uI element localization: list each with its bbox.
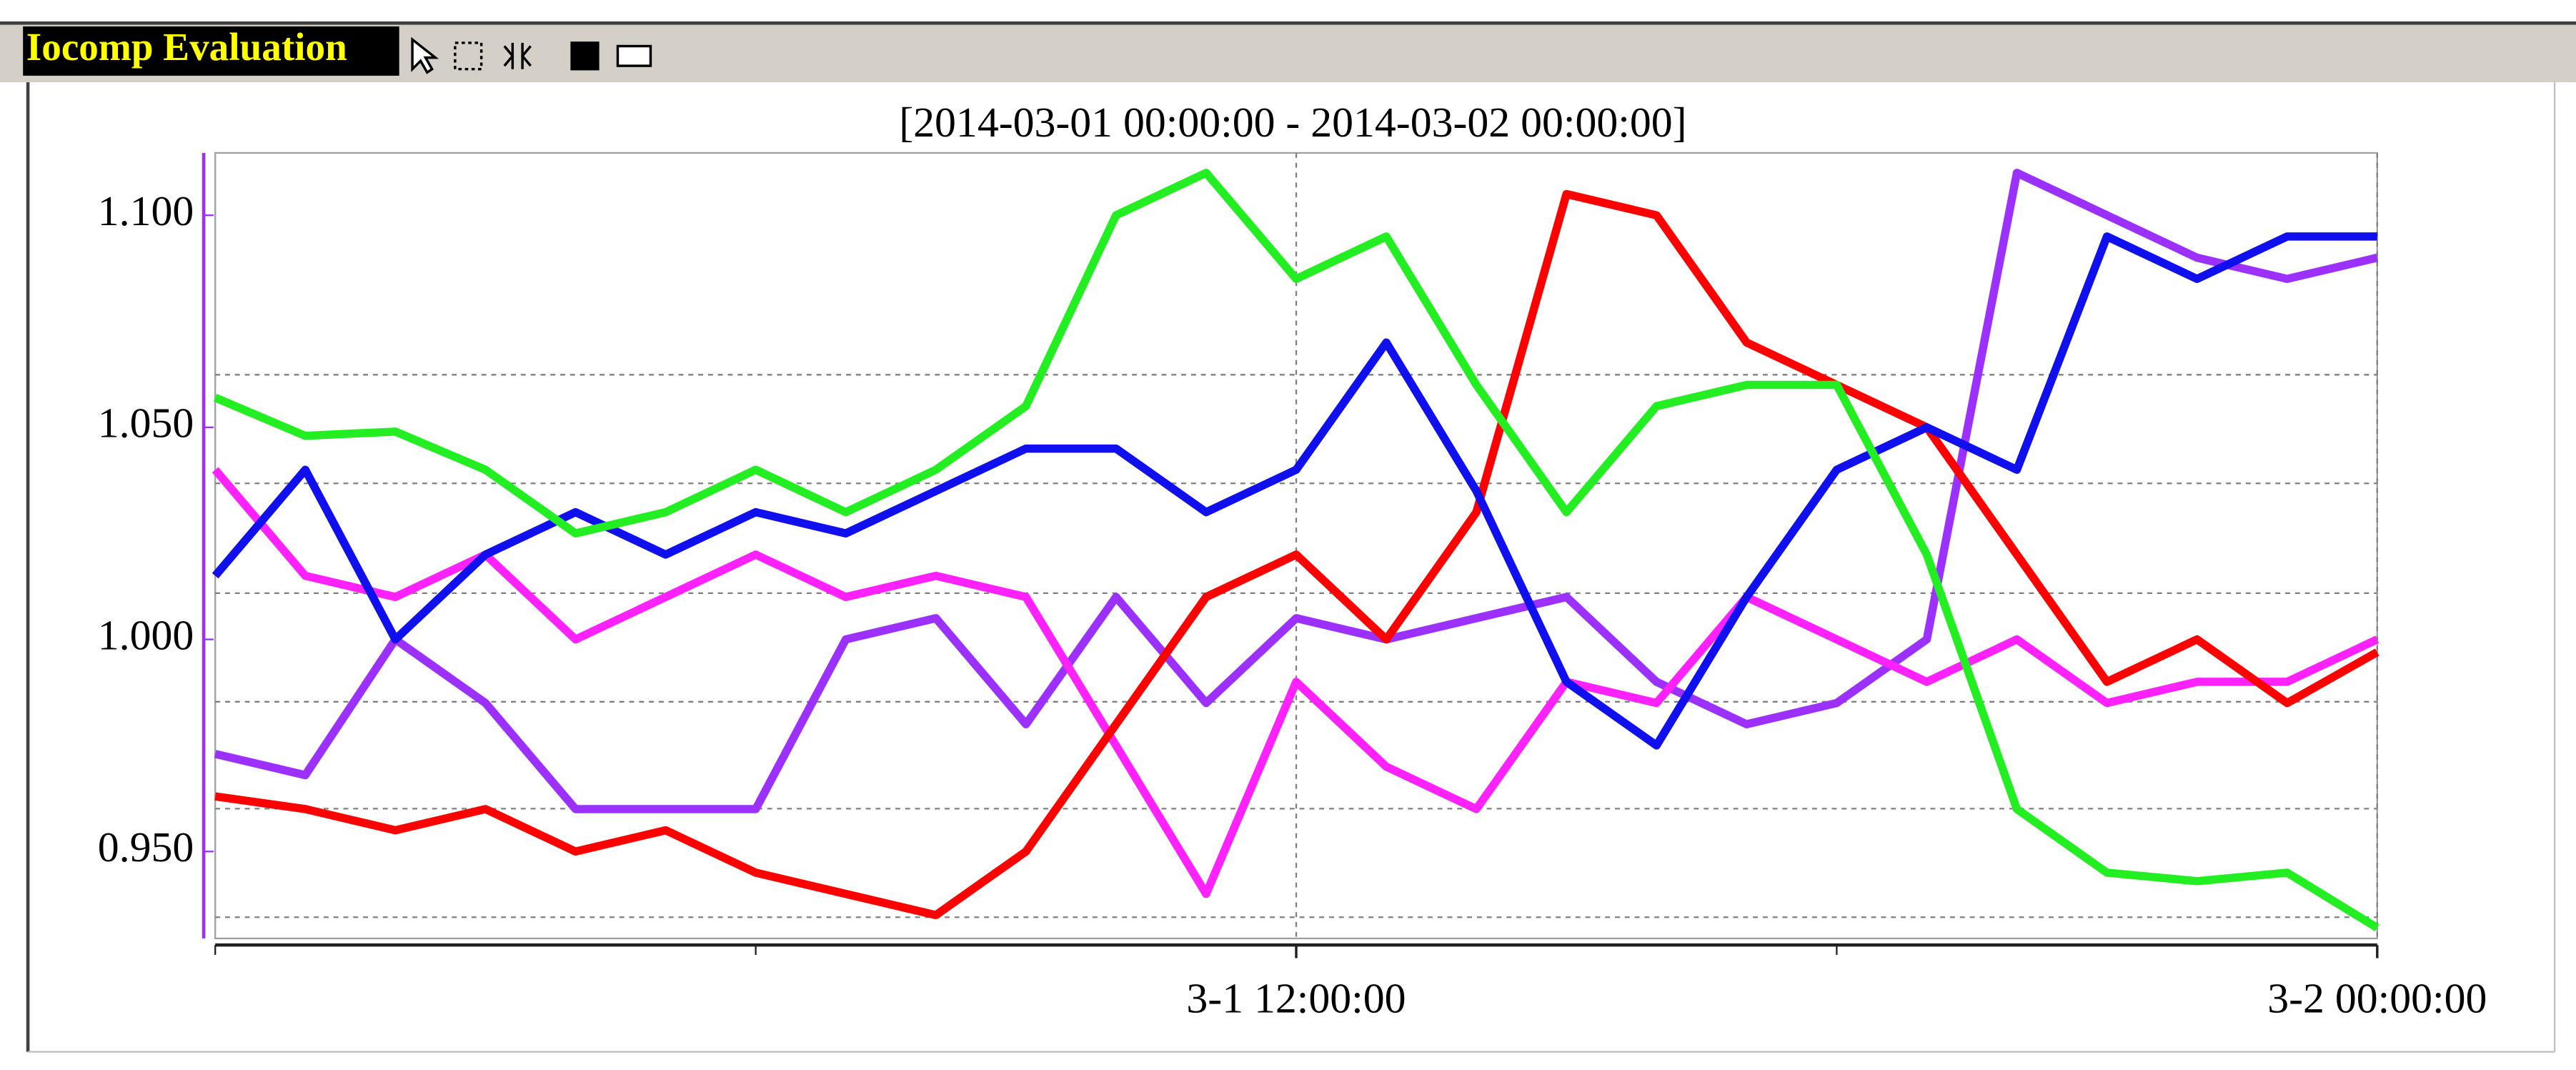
- series-line: [212, 232, 2377, 750]
- series-line: [214, 189, 2379, 920]
- series-line: [212, 467, 2379, 898]
- x-tick-label: 3-2 00:00:00: [2267, 974, 2487, 1021]
- y-tick-label: 1.000: [98, 611, 194, 658]
- print-tool[interactable]: [616, 44, 652, 67]
- pointer-tool[interactable]: [411, 36, 439, 74]
- toolbar-icons[interactable]: [411, 36, 652, 74]
- evaluation-label: Iocomp Evaluation: [26, 25, 347, 69]
- y-tick-label: 1.100: [98, 187, 194, 234]
- zoom-box-tool[interactable]: [454, 41, 483, 71]
- x-tick-label: 3-1 12:00:00: [1186, 974, 1406, 1021]
- y-tick-label: 0.950: [98, 823, 194, 871]
- series-line: [213, 169, 2379, 932]
- evaluation-badge: [23, 26, 399, 76]
- chart-title: [2014-03-01 00:00:00 - 2014-03-02 00:00:…: [899, 99, 1686, 146]
- cursor-tool[interactable]: [503, 42, 532, 69]
- y-tick-label: 1.050: [98, 400, 194, 447]
- save-tool[interactable]: [570, 41, 600, 71]
- series-line: [214, 169, 2379, 813]
